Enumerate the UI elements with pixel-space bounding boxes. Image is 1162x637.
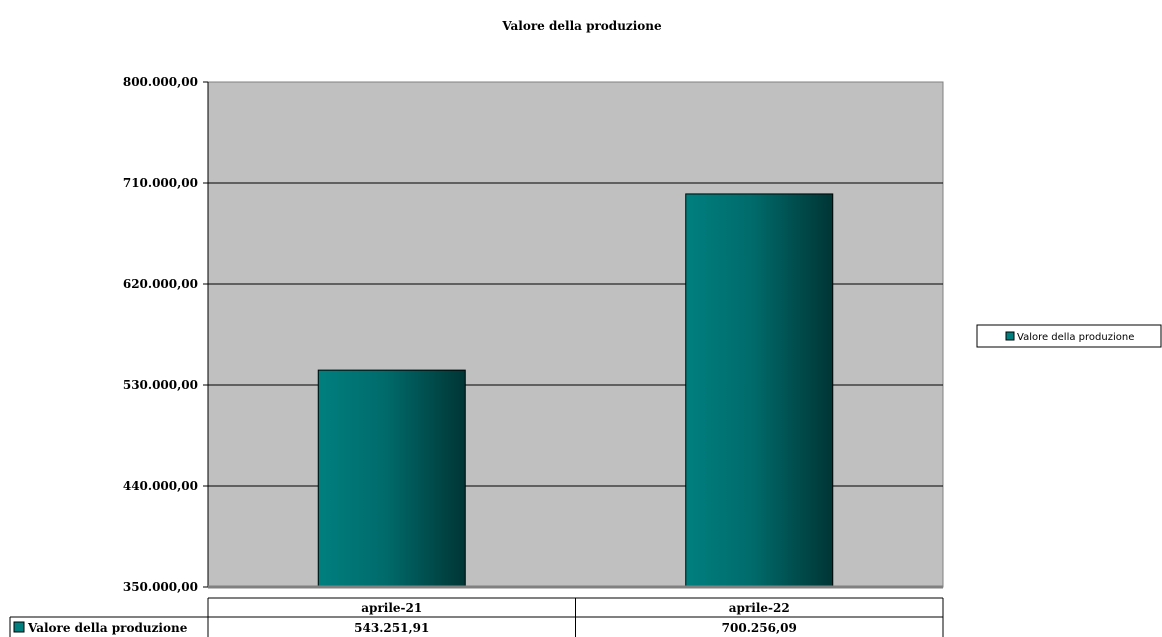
legend-box — [976, 324, 1162, 348]
chart-title: Valore della produzione — [501, 19, 662, 33]
y-tick-label: 440.000,00 — [123, 479, 198, 493]
legend-key — [1005, 331, 1015, 341]
y-tick-label: 800.000,00 — [123, 75, 198, 89]
bar-aprile-21 — [317, 369, 466, 588]
y-tick-label: 530.000,00 — [123, 378, 198, 392]
legend: Valore della produzione — [976, 324, 1162, 348]
table-value: 543.251,91 — [354, 621, 429, 635]
data-table: aprile-21 543.251,91 aprile-22 700.256,09 Va… — [9, 597, 944, 637]
table-row-header: Valore della produzione — [27, 621, 188, 635]
table-legend-key — [13, 621, 25, 633]
bar-aprile-22 — [685, 193, 834, 588]
table-value: 700.256,09 — [722, 621, 797, 635]
y-axis-ticks: 350.000,00 440.000,00 530.000,00 620.000,00… — [123, 75, 208, 594]
y-tick-label: 710.000,00 — [123, 176, 198, 190]
x-category-label: aprile-22 — [729, 601, 790, 615]
y-tick-label: 350.000,00 — [123, 580, 198, 594]
x-category-label: aprile-21 — [361, 601, 422, 615]
legend-label: Valore della produzione — [1017, 332, 1134, 343]
y-tick-label: 620.000,00 — [123, 277, 198, 291]
